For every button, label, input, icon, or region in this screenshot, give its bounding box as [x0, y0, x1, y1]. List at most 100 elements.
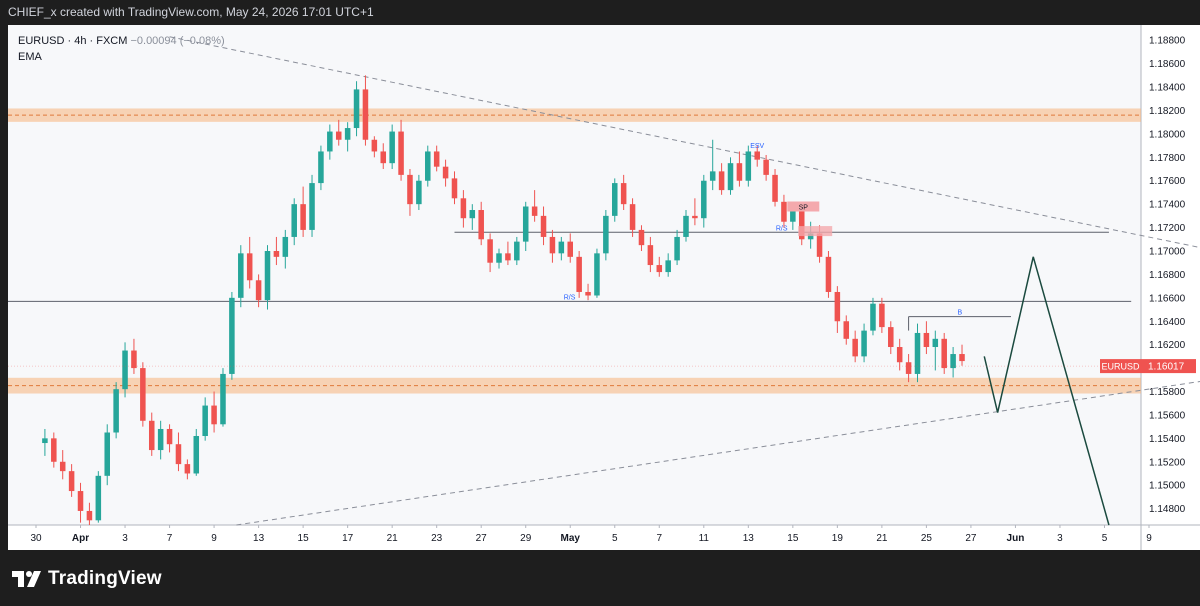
candle-body [113, 389, 119, 433]
x-tick-label: 29 [520, 533, 532, 544]
candle [460, 190, 467, 228]
candle [861, 323, 867, 363]
y-tick-label: 1.18200 [1149, 106, 1186, 117]
candle-body [603, 215, 609, 254]
candle [140, 362, 146, 427]
legend-indicator[interactable]: EMA [18, 51, 42, 63]
candle [42, 428, 48, 456]
candle [656, 256, 663, 277]
candle [629, 198, 636, 237]
candle-body [291, 204, 297, 237]
candle-body [104, 432, 110, 476]
x-tick-label: Apr [72, 533, 89, 544]
x-tick-label: 19 [832, 533, 844, 544]
y-tick-label: 1.18600 [1149, 59, 1186, 70]
candle-body [798, 210, 805, 240]
candle-body [709, 171, 716, 181]
candle [505, 241, 511, 266]
x-tick-label: 27 [965, 533, 977, 544]
symbol-tag-box [1100, 359, 1141, 374]
x-tick-label: 13 [253, 533, 265, 544]
x-tick-label: 7 [656, 533, 662, 544]
candle-body [433, 151, 440, 167]
candle [407, 169, 413, 216]
candle [309, 174, 315, 237]
candle [282, 229, 289, 269]
candle-body [514, 241, 520, 261]
candle-body [888, 327, 894, 348]
candle-body [131, 350, 137, 369]
price-axis[interactable] [1141, 25, 1200, 525]
candle-body [380, 151, 387, 164]
sp-marker-box [787, 201, 820, 212]
esv-marker-label: ESV [750, 143, 764, 150]
x-tick-label: 3 [1057, 533, 1063, 544]
candle-body [905, 362, 912, 374]
y-tick-label: 1.14800 [1149, 504, 1186, 515]
candle-body [59, 461, 66, 472]
y-tick-label: 1.16400 [1149, 317, 1186, 328]
candle [558, 236, 565, 261]
candle [905, 354, 912, 383]
candle [692, 198, 698, 226]
candle-body [585, 291, 591, 296]
candle-body [77, 491, 84, 511]
candle-body [861, 330, 867, 357]
candle [238, 245, 244, 308]
x-tick-label: 5 [612, 533, 618, 544]
x-tick-label: 11 [699, 533, 710, 544]
candle [184, 459, 191, 480]
candle [540, 206, 547, 246]
candle [51, 432, 57, 468]
chart-attribution: CHIEF_x created with TradingView.com, Ma… [0, 0, 1200, 24]
candle-body [647, 245, 654, 266]
candle-body [674, 236, 680, 261]
candle-body [442, 166, 449, 179]
candle-body [318, 151, 324, 184]
candle [941, 332, 947, 374]
sr-zone [8, 108, 1141, 122]
candlestick-chart[interactable]: R/S R/S B ESV SP 1.18800 1.18600 1.18400 1.182… [0, 24, 1200, 550]
tradingview-logo-icon [12, 571, 41, 587]
candle [647, 236, 654, 273]
candle-body [959, 354, 965, 362]
legend-symbol: EURUSD · 4h · FXCM [18, 35, 128, 47]
candle [68, 464, 75, 497]
candle-body [736, 163, 743, 181]
candle-body [496, 253, 502, 263]
candle [95, 471, 102, 523]
candle-body [407, 174, 413, 205]
footer-bar: TradingView [0, 550, 1200, 606]
candle-body [923, 332, 930, 348]
candle-body [51, 438, 57, 462]
candle-body [567, 241, 574, 257]
candle-body [220, 373, 226, 425]
candle-body [335, 131, 342, 140]
y-tick-label: 1.17200 [1149, 223, 1186, 234]
candle [896, 338, 903, 371]
candle [371, 136, 378, 158]
candle-body [950, 354, 956, 369]
time-axis[interactable] [8, 525, 1200, 550]
candle [246, 236, 253, 289]
candle [229, 291, 235, 380]
candle-body [229, 297, 235, 374]
candle [638, 225, 645, 251]
candle-body [193, 436, 200, 474]
tradingview-logo[interactable]: TradingView [12, 568, 162, 590]
candle [754, 145, 760, 167]
candle-body [273, 250, 280, 257]
candle [736, 151, 743, 187]
candle [496, 248, 502, 269]
x-tick-label: 23 [431, 533, 443, 544]
x-tick-label: 21 [876, 533, 888, 544]
candle [763, 154, 769, 181]
candle [104, 424, 110, 486]
candle-body [246, 253, 253, 281]
candle-body [353, 89, 360, 129]
candle [264, 245, 271, 310]
candle [300, 186, 306, 237]
y-tick-label: 1.16600 [1149, 293, 1186, 304]
candle-body [558, 241, 565, 254]
candle-body [184, 464, 191, 474]
